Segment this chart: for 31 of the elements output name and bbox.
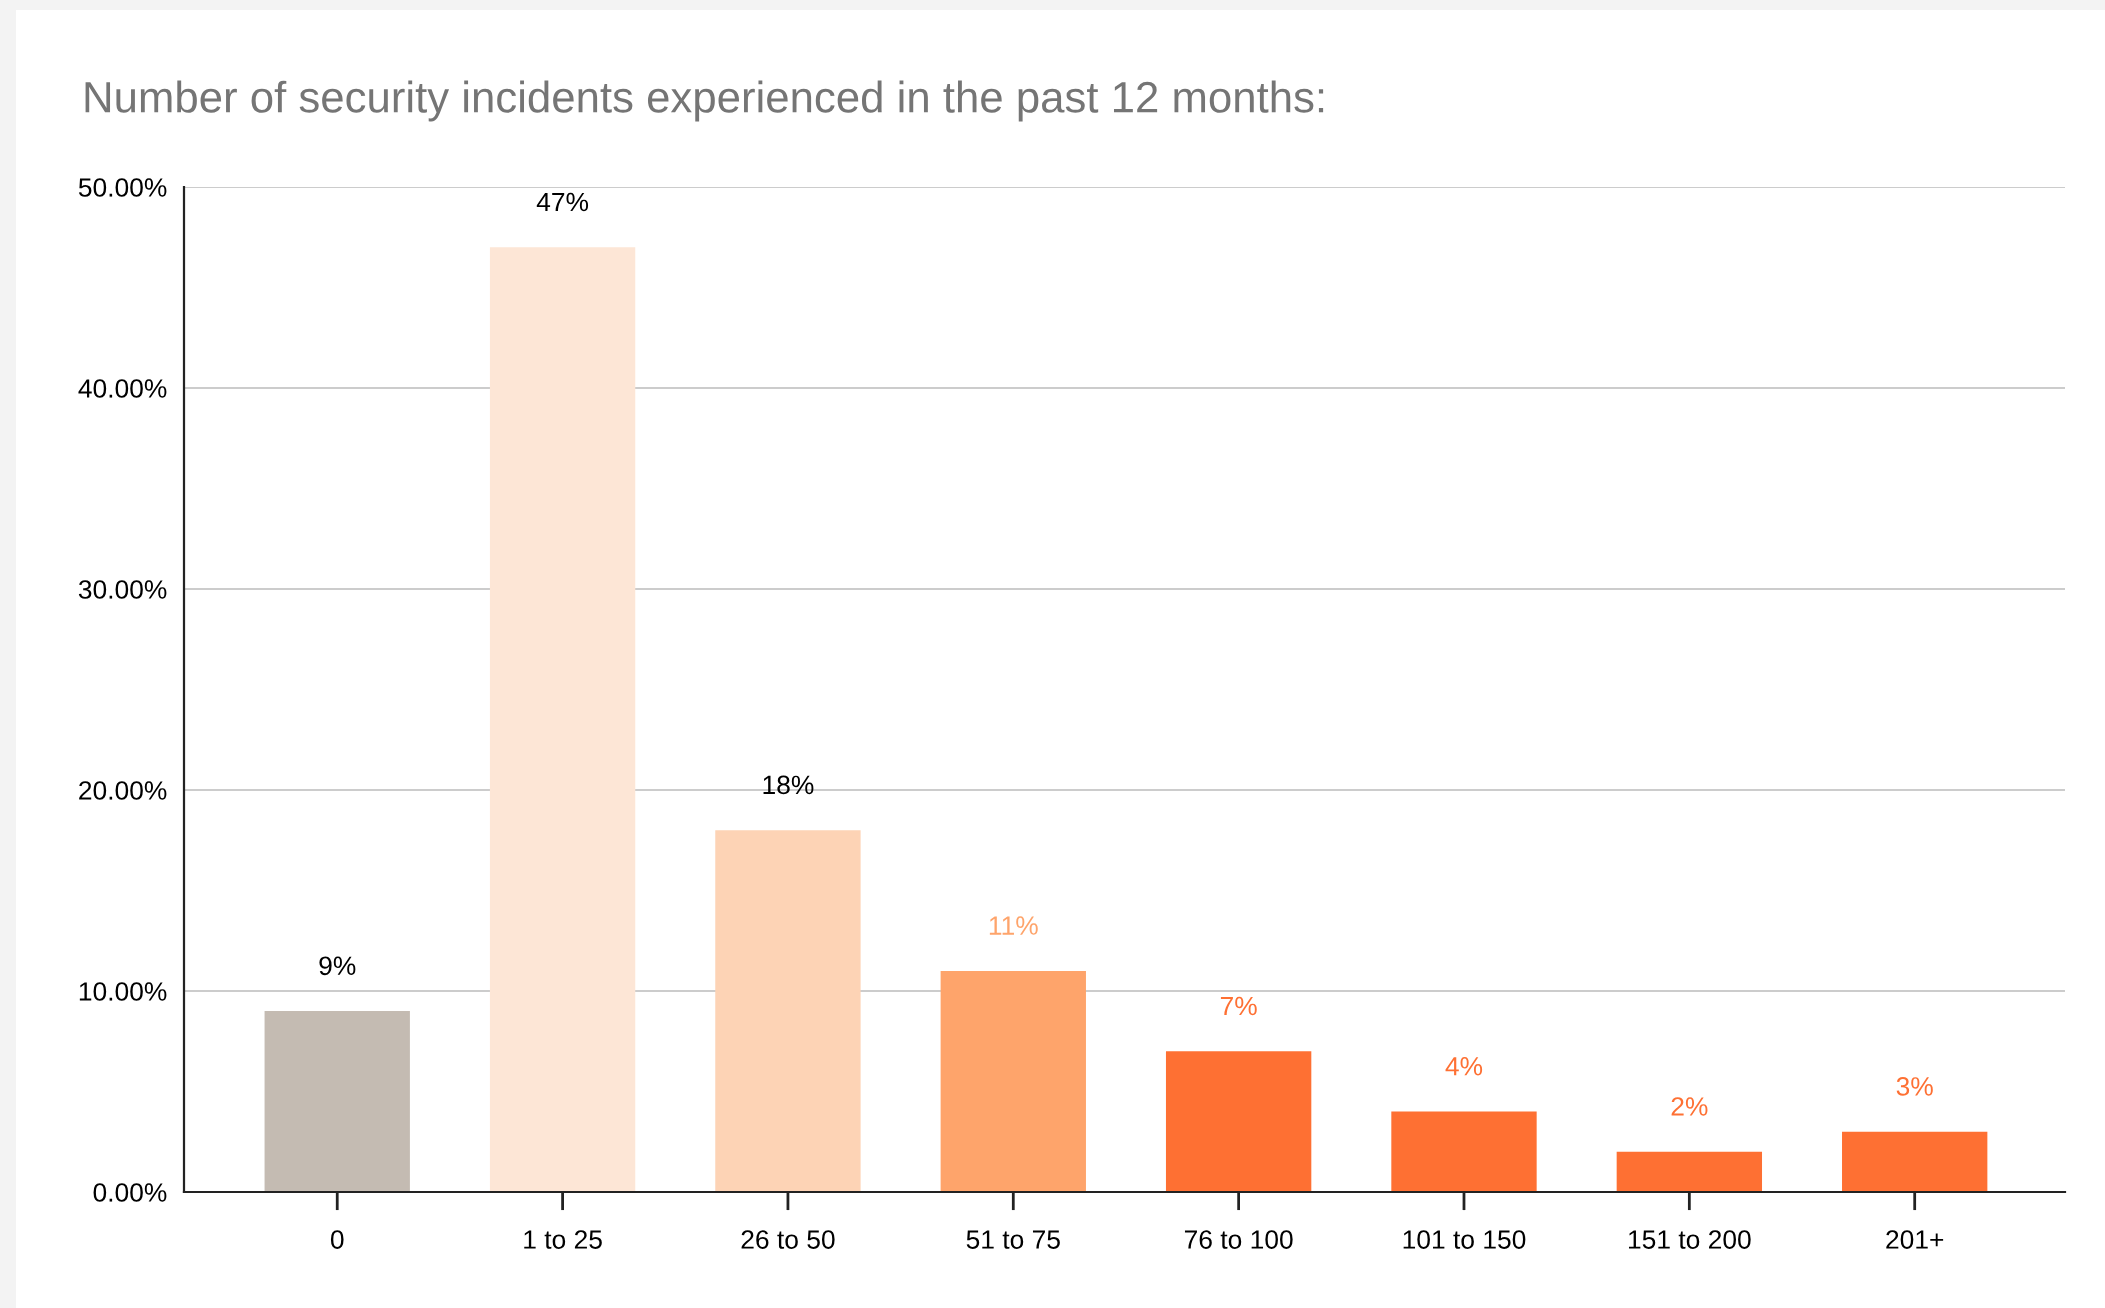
y-tick-label: 40.00% (78, 379, 167, 398)
data-label: 7% (1220, 996, 1257, 1016)
data-label: 47% (536, 192, 589, 212)
x-tick-label: 0 (330, 1230, 344, 1249)
y-tick-label: 30.00% (78, 580, 167, 599)
bar (264, 1011, 410, 1192)
data-label: 3% (1896, 1077, 1933, 1096)
y-tick-label: 10.00% (79, 982, 167, 1001)
bar (489, 247, 636, 1192)
y-tick-label: 0.00% (93, 1183, 167, 1202)
bar (1391, 1111, 1537, 1192)
data-label: 18% (763, 775, 814, 795)
data-label: 9% (319, 956, 356, 976)
x-tick-label: 51 to 75 (966, 1230, 1060, 1249)
x-tick-label: 151 to 200 (1628, 1230, 1751, 1249)
bar (940, 970, 1086, 1192)
y-tick-label: 20.00% (79, 781, 167, 800)
data-label: 2% (1671, 1097, 1708, 1116)
x-tick-label: 101 to 150 (1403, 1230, 1526, 1249)
chart-title: Number of security incidents experienced in the past 12 months: (85, 80, 1324, 122)
bar (1165, 1051, 1312, 1192)
bar (1842, 1131, 1988, 1192)
x-tick-label: 76 to 100 (1184, 1230, 1293, 1249)
x-tick-label: 201+ (1886, 1230, 1944, 1249)
y-tick-label: 50.00% (78, 178, 167, 197)
x-tick-label: 1 to 25 (524, 1230, 602, 1249)
data-label: 4% (1445, 1057, 1483, 1076)
bar (1616, 1151, 1763, 1192)
x-tick-label: 26 to 50 (741, 1230, 835, 1249)
data-label: 11% (989, 916, 1038, 935)
bar (715, 830, 861, 1192)
